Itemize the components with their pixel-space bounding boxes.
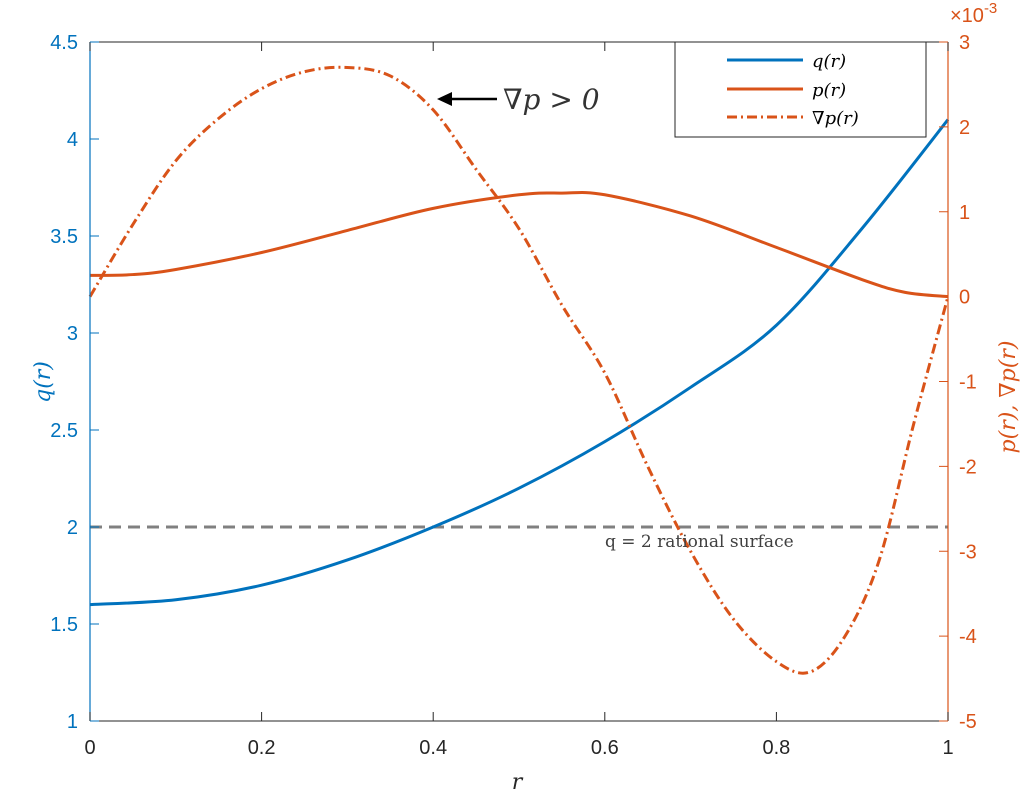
y-right-axis-ticks: -5 -4 -3 -2 -1 0 1 2 3 xyxy=(939,32,977,733)
plot-series xyxy=(88,65,950,675)
reference-line-label: q = 2 rational surface xyxy=(605,532,794,552)
series-line-2 xyxy=(88,65,950,675)
x-tick-label: 1 xyxy=(942,737,953,759)
y-left-axis-ticks: 1 1.5 2 2.5 3 3.5 4 4.5 xyxy=(50,32,99,733)
y-left-tick-label: 4.5 xyxy=(50,32,78,54)
annotation: ∇p > 0 xyxy=(437,83,600,116)
series-line-0 xyxy=(89,118,950,607)
legend-label-p: p(r) xyxy=(812,80,846,101)
annotation-arrowhead xyxy=(437,92,452,106)
x-tick-label: 0 xyxy=(84,737,95,759)
legend-label-q: q(r) xyxy=(812,51,846,72)
y-right-tick-label: 2 xyxy=(959,117,970,139)
x-tick-label: 0.6 xyxy=(591,737,619,759)
x-axis-label: r xyxy=(512,770,524,794)
y-left-tick-label: 1.5 xyxy=(50,614,78,636)
y-left-tick-label: 3 xyxy=(67,323,78,345)
x-axis-ticks: 0 0.2 0.4 0.6 0.8 1 xyxy=(84,42,954,759)
y-right-tick-label: -1 xyxy=(959,372,977,394)
y-right-tick-label: 3 xyxy=(959,32,970,54)
y-left-tick-label: 2 xyxy=(67,517,78,539)
axes-frame xyxy=(89,41,949,722)
series-line-1 xyxy=(89,190,949,299)
y-right-tick-label: 1 xyxy=(959,202,970,224)
y-left-tick-label: 3.5 xyxy=(50,226,78,248)
x-tick-label: 0.2 xyxy=(248,737,276,759)
y-right-tick-label: -4 xyxy=(959,626,977,648)
y-right-tick-label: -5 xyxy=(959,711,977,733)
y-right-axis-label: p(r), ∇p(r) xyxy=(996,341,1021,454)
y-left-axis-label: q(r) xyxy=(31,361,56,403)
y-right-tick-label: -2 xyxy=(959,456,977,478)
x-tick-label: 0.8 xyxy=(762,737,790,759)
legend: q(r) p(r) ∇p(r) xyxy=(674,41,927,138)
annotation-text: ∇p > 0 xyxy=(503,83,600,116)
y-right-tick-label: -3 xyxy=(959,541,977,563)
x-tick-label: 0.4 xyxy=(419,737,447,759)
y-left-tick-label: 1 xyxy=(67,711,78,733)
y-left-tick-label: 2.5 xyxy=(50,420,78,442)
legend-label-gradp: ∇p(r) xyxy=(812,108,859,129)
y-left-tick-label: 4 xyxy=(67,129,78,151)
y-right-tick-label: 0 xyxy=(959,287,970,309)
right-axis-multiplier: ×10-3 xyxy=(950,0,997,27)
